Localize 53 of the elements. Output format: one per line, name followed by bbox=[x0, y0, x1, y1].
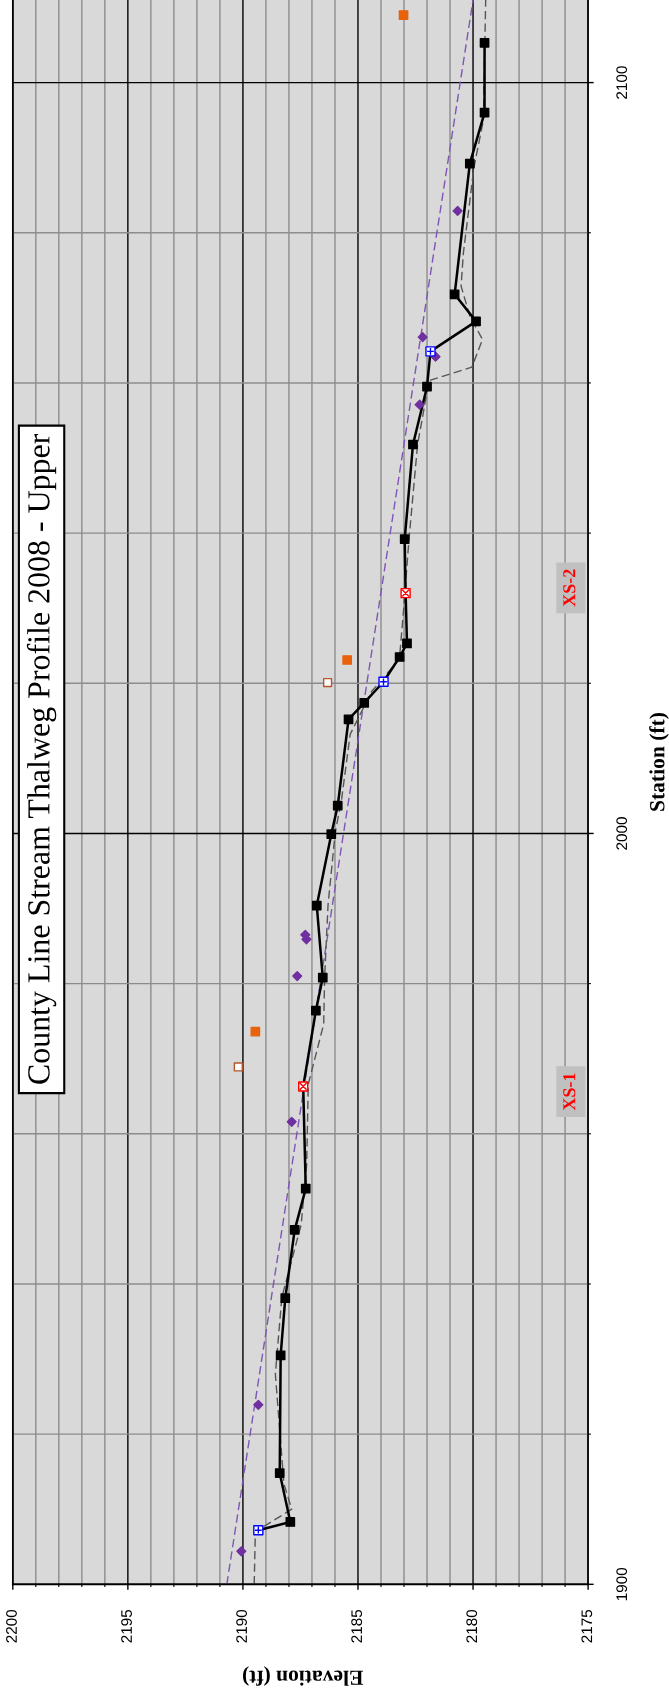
point bbox=[298, 1081, 309, 1092]
point bbox=[285, 1517, 296, 1527]
point bbox=[414, 399, 425, 410]
point bbox=[253, 1525, 264, 1536]
point bbox=[332, 800, 343, 811]
point bbox=[398, 10, 409, 20]
point bbox=[300, 1183, 311, 1194]
point bbox=[286, 1116, 297, 1127]
point bbox=[274, 1468, 285, 1479]
point bbox=[479, 37, 490, 48]
annotation: XS-2 bbox=[563, 569, 576, 607]
point bbox=[280, 1293, 291, 1304]
annotation: XS-1 bbox=[563, 1073, 576, 1111]
x-tick-label: 2180 bbox=[466, 1609, 478, 1643]
x-tick-label: 2195 bbox=[121, 1609, 132, 1643]
point bbox=[253, 1399, 264, 1410]
x-axis-title: Elevation (ft) bbox=[243, 1666, 364, 1686]
point bbox=[289, 1225, 300, 1235]
point bbox=[275, 1350, 286, 1361]
point bbox=[400, 587, 411, 599]
y-axis-title: Station (ft) bbox=[649, 713, 669, 811]
y-tick-label: 2000 bbox=[616, 817, 628, 850]
point bbox=[394, 652, 405, 662]
point bbox=[250, 1026, 261, 1037]
point bbox=[292, 971, 303, 982]
point bbox=[417, 332, 428, 343]
point bbox=[464, 158, 475, 169]
text: County Line Stream Thalweg Profile 2008 - Upper bbox=[26, 433, 57, 1084]
point bbox=[452, 205, 463, 217]
point bbox=[317, 972, 328, 983]
y-tick-label: 1900 bbox=[616, 1567, 628, 1601]
x-tick-label: 2190 bbox=[236, 1609, 248, 1643]
point bbox=[233, 1062, 243, 1072]
point bbox=[425, 346, 436, 357]
point bbox=[326, 829, 337, 840]
point bbox=[378, 676, 389, 687]
point bbox=[399, 534, 410, 544]
point bbox=[343, 714, 354, 725]
point bbox=[402, 638, 412, 649]
x-tick-label: 2185 bbox=[351, 1609, 363, 1643]
point bbox=[449, 289, 460, 300]
point bbox=[359, 697, 370, 708]
point bbox=[311, 1005, 321, 1016]
y-tick-label: 2100 bbox=[616, 66, 628, 99]
point bbox=[422, 381, 432, 392]
point bbox=[471, 316, 481, 327]
point bbox=[236, 1546, 247, 1557]
point bbox=[342, 655, 353, 665]
x-tick-label: 2200 bbox=[6, 1609, 17, 1643]
point bbox=[311, 900, 322, 911]
point bbox=[408, 439, 418, 450]
x-tick-label: 2175 bbox=[581, 1609, 593, 1643]
point bbox=[322, 677, 333, 688]
